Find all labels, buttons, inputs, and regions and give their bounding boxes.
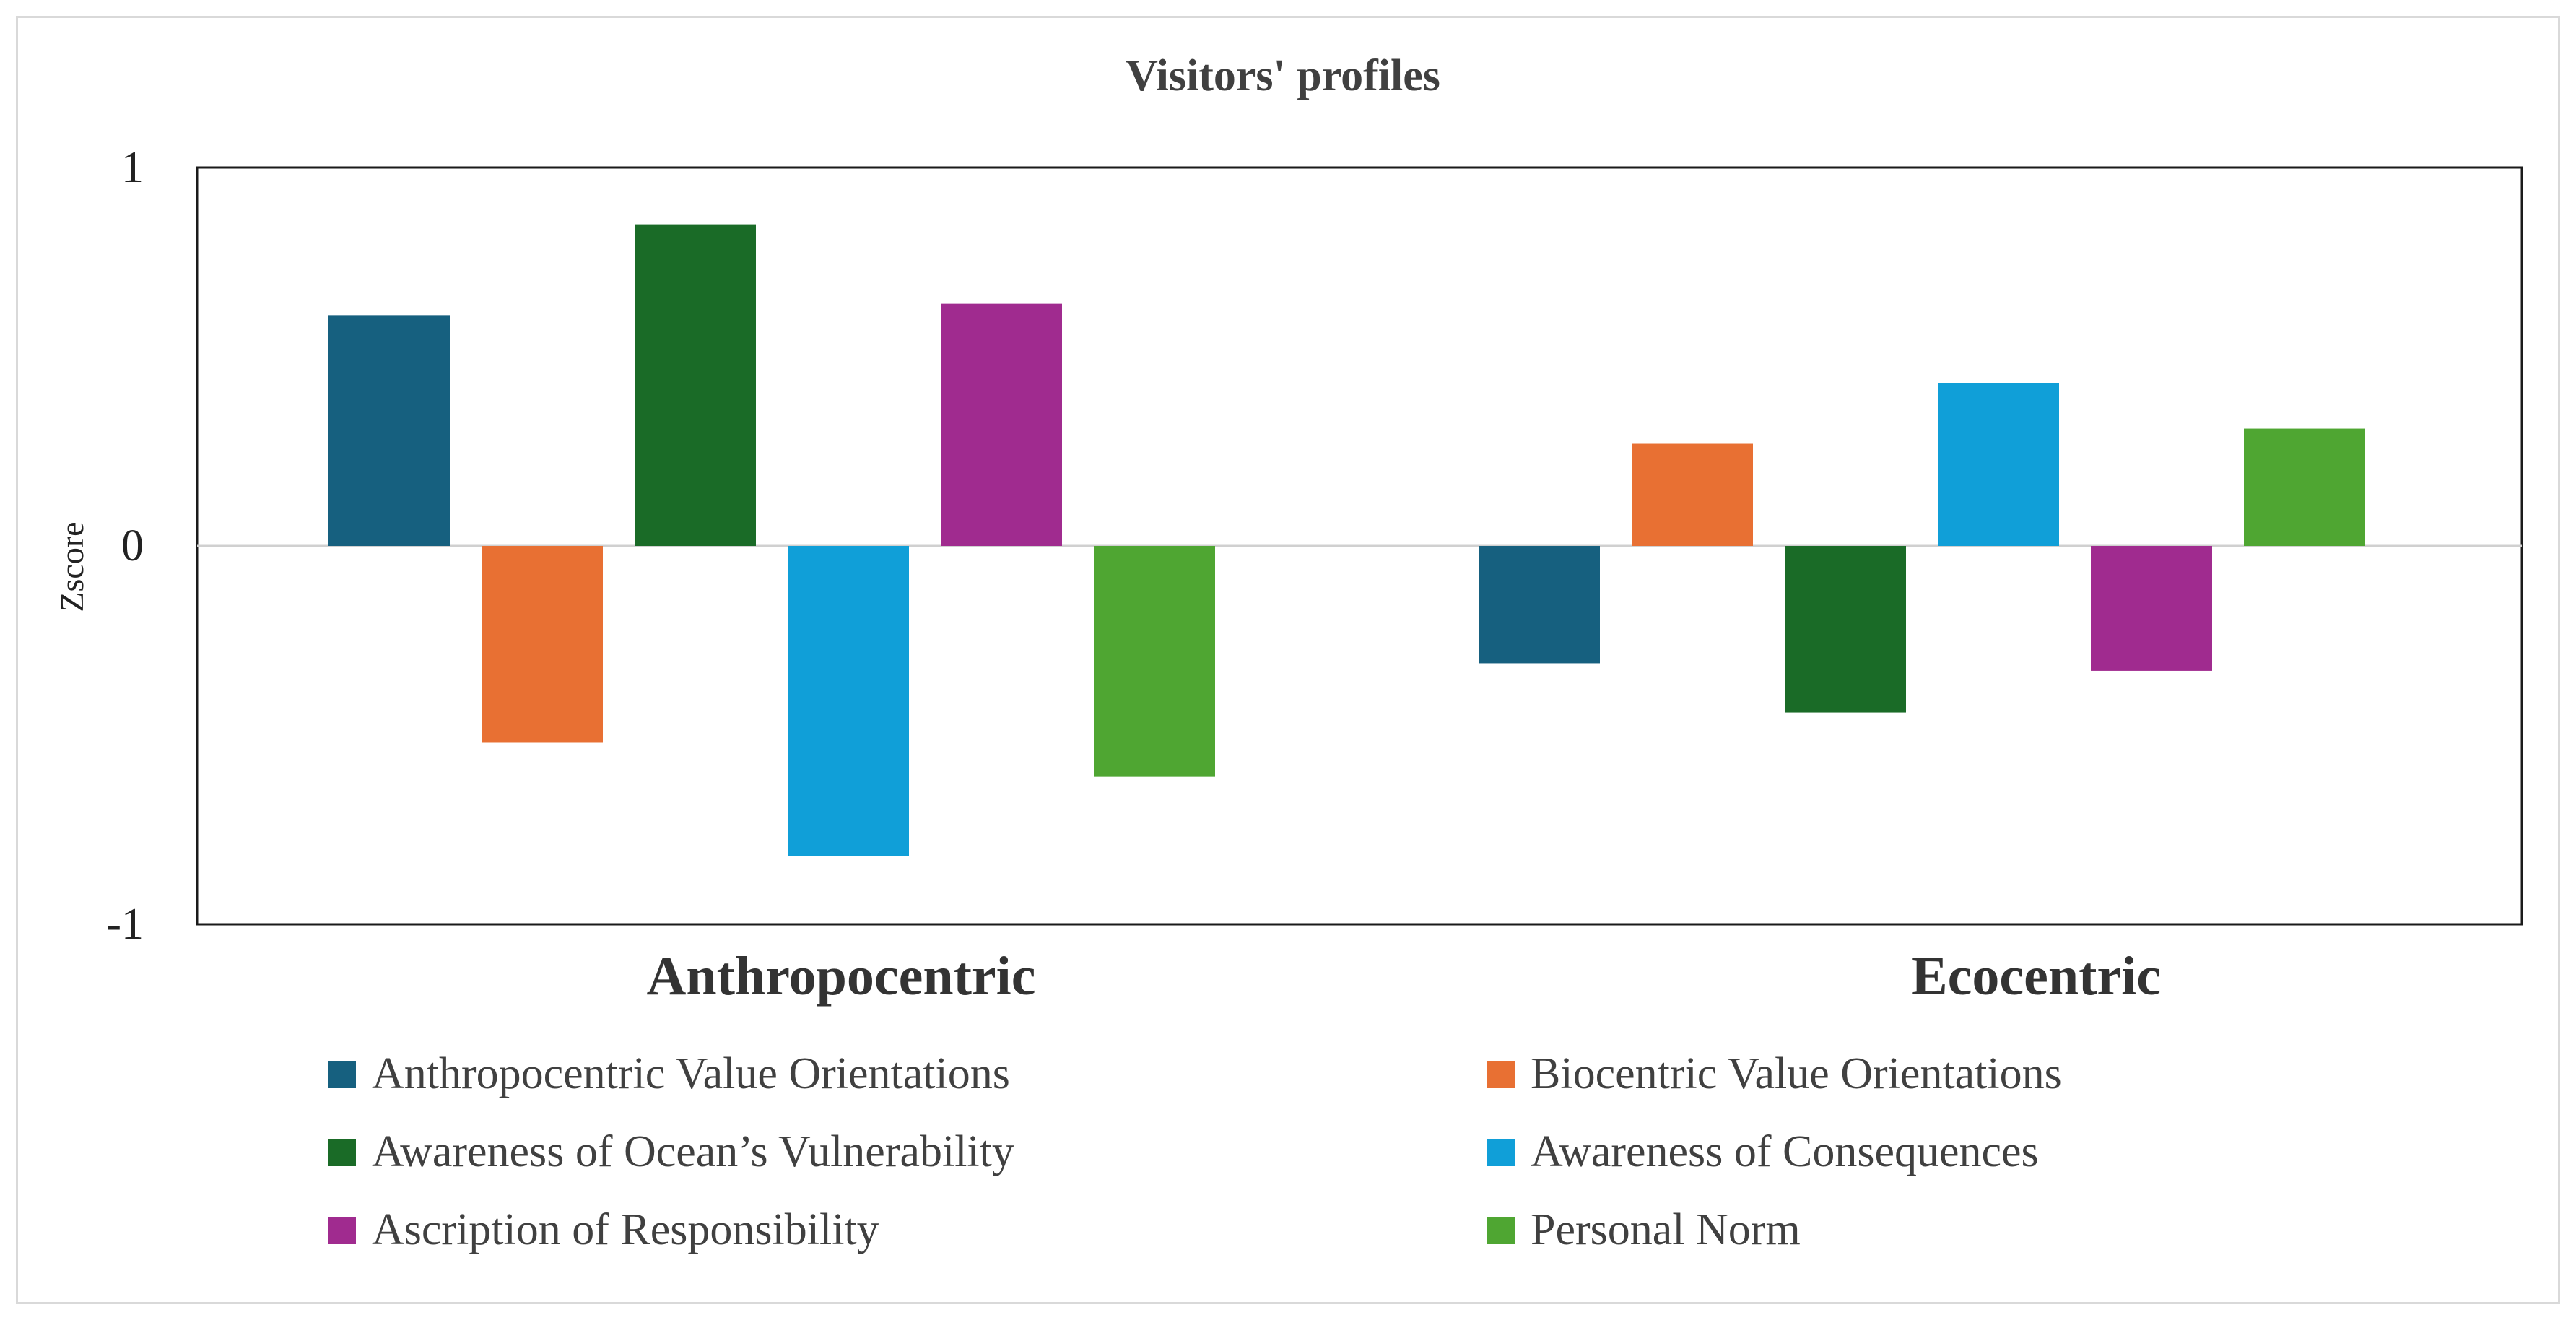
chart-title: Visitors' profiles — [1126, 51, 1440, 100]
legend-swatch — [328, 1139, 356, 1166]
legend-item: Awareness of Ocean’s Vulnerability — [328, 1127, 1014, 1176]
legend-item: Personal Norm — [1487, 1205, 1801, 1254]
legend-label: Awareness of Ocean’s Vulnerability — [372, 1127, 1014, 1176]
legend-label: Anthropocentric Value Orientations — [372, 1049, 1010, 1098]
legend: Anthropocentric Value Orientations Biocen… — [328, 1049, 2062, 1254]
category-labels: Anthropocentric Ecocentric — [647, 946, 2162, 1007]
y-tick-label: 1 — [121, 143, 144, 192]
bar — [788, 546, 909, 856]
legend-item: Ascription of Responsibility — [328, 1205, 879, 1254]
bar — [2244, 428, 2365, 546]
y-tick-label: -1 — [106, 900, 144, 949]
category-label: Ecocentric — [1911, 946, 2161, 1007]
legend-swatch — [1487, 1061, 1515, 1088]
legend-label: Awareness of Consequences — [1531, 1127, 2039, 1176]
bar — [635, 224, 756, 546]
bar — [328, 315, 450, 546]
bar — [482, 546, 603, 743]
bar — [2091, 546, 2212, 671]
bar — [1938, 383, 2059, 546]
legend-item: Biocentric Value Orientations — [1487, 1049, 2062, 1098]
y-tick-labels: 1 0 -1 — [106, 143, 144, 949]
bar — [1785, 546, 1906, 713]
bar — [1632, 443, 1753, 546]
bar-chart: Visitors' profiles Zscore 1 0 -1 Anthropoc… — [53, 51, 2523, 1254]
legend-label: Ascription of Responsibility — [372, 1205, 879, 1254]
y-tick-label: 0 — [121, 521, 144, 570]
category-label: Anthropocentric — [647, 946, 1036, 1007]
bar — [1094, 546, 1215, 777]
bar — [1479, 546, 1600, 664]
legend-item: Awareness of Consequences — [1487, 1127, 2039, 1176]
legend-label: Personal Norm — [1531, 1205, 1801, 1254]
bars — [328, 224, 2365, 856]
legend-swatch — [1487, 1217, 1515, 1244]
chart-frame: Visitors' profiles Zscore 1 0 -1 Anthropoc… — [16, 16, 2560, 1304]
y-axis-label: Zscore — [53, 521, 90, 612]
legend-item: Anthropocentric Value Orientations — [328, 1049, 1010, 1098]
legend-swatch — [1487, 1139, 1515, 1166]
legend-swatch — [328, 1061, 356, 1088]
bar — [941, 303, 1062, 546]
legend-label: Biocentric Value Orientations — [1531, 1049, 2062, 1098]
legend-swatch — [328, 1217, 356, 1244]
